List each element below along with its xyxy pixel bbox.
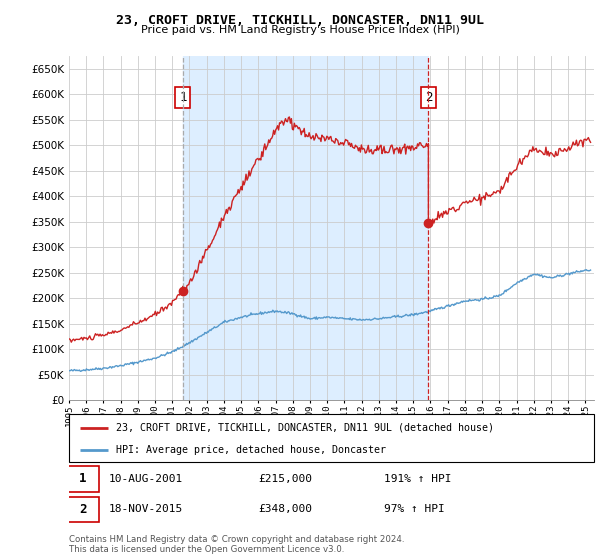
- Text: 23, CROFT DRIVE, TICKHILL, DONCASTER, DN11 9UL (detached house): 23, CROFT DRIVE, TICKHILL, DONCASTER, DN…: [116, 423, 494, 433]
- Bar: [183, 56, 428, 400]
- Text: 1: 1: [79, 473, 86, 486]
- Text: 23, CROFT DRIVE, TICKHILL, DONCASTER, DN11 9UL: 23, CROFT DRIVE, TICKHILL, DONCASTER, DN…: [116, 14, 484, 27]
- Text: Contains HM Land Registry data © Crown copyright and database right 2024.
This d: Contains HM Land Registry data © Crown c…: [69, 535, 404, 554]
- Text: 97% ↑ HPI: 97% ↑ HPI: [384, 505, 445, 515]
- Text: Price paid vs. HM Land Registry's House Price Index (HPI): Price paid vs. HM Land Registry's House …: [140, 25, 460, 35]
- Text: HPI: Average price, detached house, Doncaster: HPI: Average price, detached house, Donc…: [116, 445, 386, 455]
- Text: 2: 2: [79, 503, 86, 516]
- Text: 2: 2: [425, 91, 432, 104]
- Text: 18-NOV-2015: 18-NOV-2015: [109, 505, 182, 515]
- FancyBboxPatch shape: [69, 414, 594, 462]
- FancyBboxPatch shape: [67, 497, 99, 522]
- Text: 191% ↑ HPI: 191% ↑ HPI: [384, 474, 452, 484]
- Text: £348,000: £348,000: [258, 505, 312, 515]
- Text: £215,000: £215,000: [258, 474, 312, 484]
- FancyBboxPatch shape: [67, 466, 99, 492]
- Text: 1: 1: [179, 91, 187, 104]
- Text: 10-AUG-2001: 10-AUG-2001: [109, 474, 182, 484]
